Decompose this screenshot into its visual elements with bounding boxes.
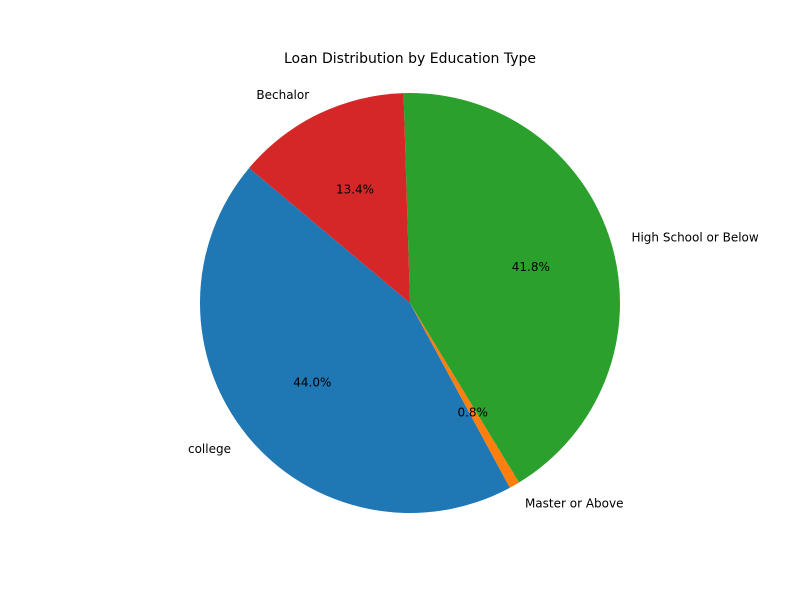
slices-group bbox=[200, 92, 621, 514]
pie-slice-high-school-or-below bbox=[403, 92, 621, 483]
slice-label-college: college bbox=[188, 442, 231, 456]
chart-title: Loan Distribution by Education Type bbox=[284, 51, 536, 67]
pie-slice-bechalor bbox=[249, 93, 410, 304]
slice-label-bechalor: Bechalor bbox=[256, 88, 309, 102]
percent-label-master-or-above: 0.8% bbox=[457, 405, 488, 419]
pie-slice-master-or-above bbox=[410, 303, 520, 488]
percent-label-bechalor: 13.4% bbox=[336, 183, 374, 197]
labels-group: college 44.0% Master or Above 0.8% High Scho… bbox=[188, 88, 759, 510]
percent-label-college: 44.0% bbox=[293, 376, 331, 390]
pie-slice-college bbox=[200, 168, 510, 514]
slice-label-high-school-or-below: High School or Below bbox=[631, 230, 758, 244]
percent-label-high-school-or-below: 41.8% bbox=[512, 260, 550, 274]
slice-label-master-or-above: Master or Above bbox=[525, 496, 624, 510]
